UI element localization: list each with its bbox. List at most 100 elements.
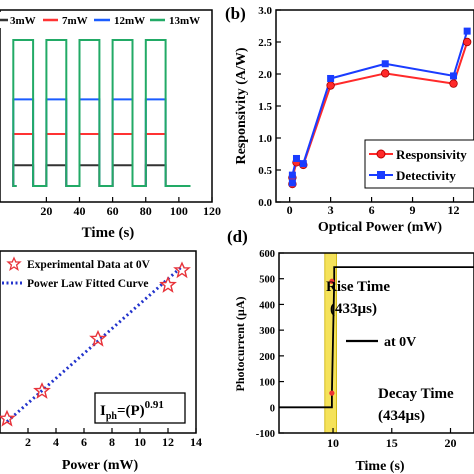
- panel-d: (d) -100 0 100 200 300 400 500 600 10 15 20 Photo…: [227, 227, 474, 474]
- legend-label-13mw: 13mW: [169, 15, 200, 27]
- panel-b-y-tick-label: 0.0: [258, 197, 272, 209]
- panel-a-x-tick-label: 60: [107, 204, 119, 218]
- panel-c-data-point: [159, 276, 177, 293]
- panel-d-y-tick-label: 300: [259, 326, 275, 337]
- panel-b-x-ticks: 0 3 6 9 12: [287, 197, 460, 217]
- panel-b-label: (b): [225, 4, 246, 23]
- panel-c-x-axis-label: Power (mW): [62, 458, 139, 473]
- panel-a: 3mW 7mW 12mW 13mW 20 40 60 80 100 120 Time (s…: [0, 9, 221, 241]
- panel-d-axes-frame: [278, 252, 474, 434]
- panel-b-y-tick-label: 0.5: [258, 165, 272, 177]
- legend-marker-experimental: [6, 256, 22, 271]
- rise-time-label: Rise Time: [326, 279, 390, 295]
- panel-b-legend: Responsivity Detectivity: [364, 139, 474, 189]
- panel-b-x-tick-label: 12: [448, 203, 460, 217]
- panel-d-y-tick-label: 100: [259, 378, 275, 389]
- panel-b-y-tick-label: 2.0: [258, 69, 272, 81]
- panel-d-x-ticks: 10 15 20: [327, 428, 457, 450]
- panel-d-x-tick-label: 10: [327, 436, 339, 450]
- legend-marker-responsivity: [376, 149, 386, 159]
- panel-a-x-axis-label: Time (s): [82, 225, 135, 241]
- panel-d-photocurrent-trace: [279, 266, 474, 409]
- panel-d-x-tick-label: 20: [445, 436, 457, 450]
- panel-c-x-ticks: 2 4 6 8 10 12 14: [25, 428, 202, 449]
- panel-d-edge-marker: [329, 278, 335, 284]
- panel-c-x-tick-label: 2: [25, 435, 31, 449]
- panel-c-x-tick-label: 4: [53, 435, 59, 449]
- panel-b-x-axis-label: Optical Power (mW): [318, 220, 442, 235]
- equation-exponent: 0.91: [145, 399, 164, 411]
- panel-d-y-axis-label: Photocurrent (µA): [233, 296, 247, 391]
- panel-d-label: (d): [227, 227, 248, 246]
- panel-d-y-tick-label: 400: [259, 300, 275, 311]
- decay-time-label: Decay Time: [378, 386, 454, 402]
- panel-b-point-responsivity: [462, 37, 472, 47]
- panel-b-y-axis-label: Responsivity (A/W): [234, 47, 249, 164]
- power-law-equation-box: [94, 392, 186, 424]
- legend-label-3mw: 3mW: [10, 15, 36, 27]
- panel-a-x-ticks: 20 40 60 80 100 120: [40, 197, 221, 218]
- panel-a-x-tick-label: 100: [170, 204, 188, 218]
- panel-d-legend: at 0V: [346, 335, 416, 350]
- panel-b-point-detectivity: [299, 160, 307, 168]
- panel-c-legend: Experimental Data at 0V Power Law Fitted…: [2, 256, 151, 290]
- panel-b-x-tick-label: 0: [287, 203, 293, 217]
- panel-c: 2 4 6 8 10 12 14 Experimental Data at 0V Power…: [0, 250, 202, 473]
- panel-c-axes-frame: [0, 250, 197, 434]
- panel-c-x-tick-label: 12: [162, 435, 174, 449]
- panel-d-x-tick-label: 15: [386, 436, 398, 450]
- panel-c-data-point: [33, 382, 51, 399]
- panel-b-point-responsivity: [449, 79, 458, 88]
- equation-body: =(P): [117, 403, 145, 419]
- panel-a-x-tick-label: 80: [140, 204, 152, 218]
- panel-b-point-detectivity: [463, 27, 471, 35]
- panel-c-annotation-box: Iph=(P)0.91: [94, 392, 186, 424]
- rise-time-value: (433µs): [330, 301, 377, 317]
- panel-b-point-responsivity: [381, 69, 390, 78]
- legend-label-at-0v: at 0V: [384, 335, 416, 350]
- panel-b-point-detectivity: [288, 179, 296, 187]
- legend-label-detectivity: Detectivity: [396, 168, 456, 183]
- panel-c-series-group: [0, 261, 191, 427]
- panel-d-y-tick-label: 0: [270, 403, 275, 414]
- equation-symbol: I: [100, 403, 106, 419]
- panel-b-y-ticks: 0.0 0.5 1.0 1.5 2.0 2.5 3.0: [258, 5, 281, 209]
- panel-a-series-1: [12, 133, 191, 187]
- panel-b-x-tick-label: 3: [328, 203, 334, 217]
- panel-d-y-tick-label: 200: [259, 352, 275, 363]
- panel-a-x-tick-label: 120: [203, 204, 221, 218]
- legend-label-12mw: 12mW: [114, 15, 145, 27]
- panel-b-y-tick-label: 3.0: [258, 5, 272, 17]
- panel-d-y-tick-label: 500: [259, 275, 275, 286]
- panel-c-x-tick-label: 6: [81, 435, 87, 449]
- panel-c-fitted-curve: [6, 264, 185, 423]
- panel-d-y-tick-label: -100: [256, 429, 275, 440]
- legend-label-fitted: Power Law Fitted Curve: [27, 278, 148, 290]
- panel-a-series-2: [12, 98, 191, 187]
- panel-c-x-tick-label: 14: [190, 435, 202, 449]
- panel-b-legend-box: [364, 139, 474, 189]
- panel-b-y-tick-label: 2.5: [258, 37, 272, 49]
- panel-a-series-group: [12, 39, 191, 187]
- panel-b-y-tick-label: 1.5: [258, 101, 272, 113]
- panel-b-point-detectivity: [450, 72, 458, 80]
- panel-a-x-tick-label: 20: [40, 204, 52, 218]
- panel-c-x-tick-label: 10: [134, 435, 146, 449]
- panel-c-data-point: [0, 409, 16, 427]
- power-law-equation: Iph=(P)0.91: [100, 399, 164, 422]
- panel-d-y-ticks: -100 0 100 200 300 400 500 600: [256, 249, 284, 440]
- panel-b-point-detectivity: [381, 60, 389, 68]
- panel-c-x-tick-label: 8: [109, 435, 115, 449]
- panel-b-x-tick-label: 6: [369, 203, 375, 217]
- legend-label-responsivity: Responsivity: [396, 147, 467, 162]
- panel-b-point-responsivity: [326, 81, 335, 90]
- legend-label-experimental: Experimental Data at 0V: [27, 259, 151, 271]
- panel-b-point-detectivity: [288, 171, 296, 179]
- panel-c-data-point: [173, 261, 191, 279]
- panel-b-point-detectivity: [327, 74, 335, 82]
- legend-marker-detectivity: [377, 171, 385, 179]
- panel-b-series-group: [288, 27, 472, 189]
- panel-a-x-tick-label: 40: [74, 204, 86, 218]
- panel-a-axes-frame: [0, 9, 213, 203]
